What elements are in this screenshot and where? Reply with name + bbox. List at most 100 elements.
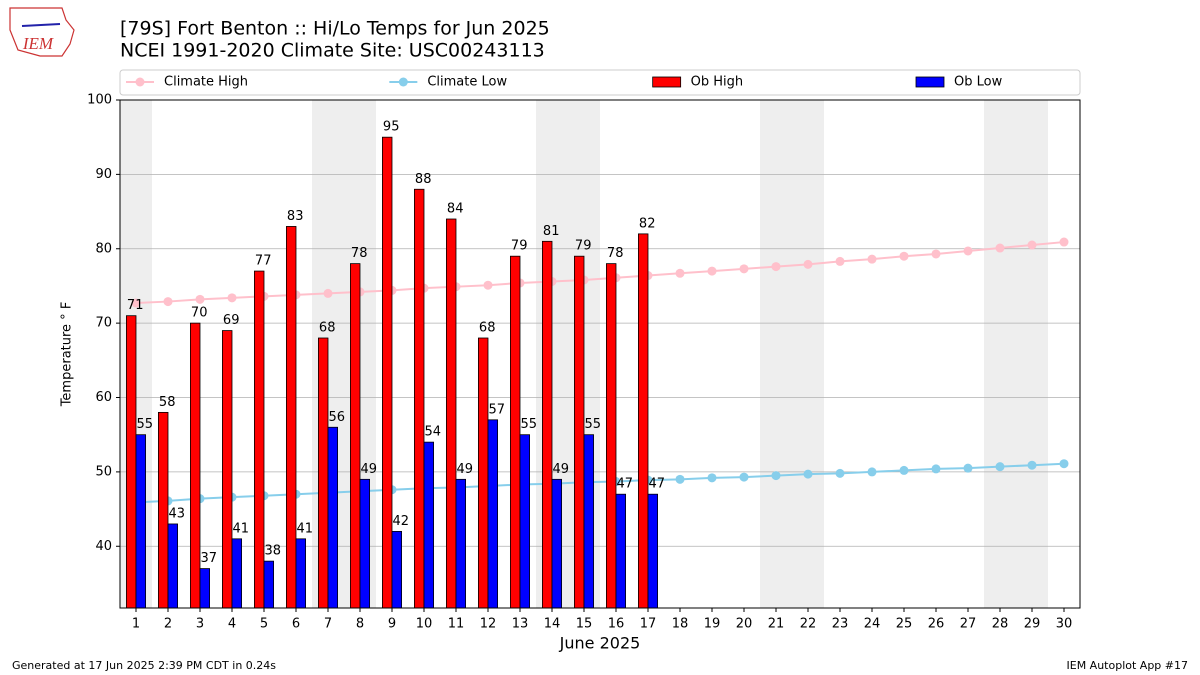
bar-value-label: 68 xyxy=(479,321,496,336)
line-marker xyxy=(739,264,749,274)
logo-outline xyxy=(9,7,75,57)
legend-marker xyxy=(398,77,408,87)
x-tick-label: 16 xyxy=(608,617,625,632)
bar xyxy=(167,523,179,609)
bar xyxy=(647,493,659,609)
x-axis-label: June 2025 xyxy=(559,634,641,653)
x-tick-label: 25 xyxy=(896,617,913,632)
bar-value-label: 42 xyxy=(393,514,410,529)
x-tick-label: 1 xyxy=(132,617,140,632)
bar-value-label: 71 xyxy=(127,298,144,313)
weekend-band xyxy=(760,100,792,608)
logo-text: IEM xyxy=(22,34,54,53)
legend-swatch xyxy=(915,76,945,88)
line-marker xyxy=(931,464,941,474)
bar-value-label: 49 xyxy=(457,462,474,477)
line-marker xyxy=(227,293,237,303)
y-tick-label: 50 xyxy=(95,464,112,479)
bar xyxy=(285,226,297,609)
x-tick-label: 29 xyxy=(1024,617,1041,632)
x-tick-label: 23 xyxy=(832,617,849,632)
x-tick-label: 24 xyxy=(864,617,881,632)
line-marker xyxy=(131,298,141,308)
bar-value-label: 49 xyxy=(361,462,378,477)
bar-value-label: 95 xyxy=(383,120,400,135)
bar-value-label: 56 xyxy=(329,410,346,425)
bar-value-label: 69 xyxy=(223,313,240,328)
line-marker xyxy=(835,256,845,266)
x-tick-label: 7 xyxy=(324,617,332,632)
x-tick-label: 4 xyxy=(228,617,236,632)
bar xyxy=(359,478,371,609)
bar xyxy=(391,530,403,609)
line-marker xyxy=(1027,460,1037,470)
y-tick-label: 80 xyxy=(95,241,112,256)
bar xyxy=(583,434,595,609)
x-tick-label: 9 xyxy=(388,617,396,632)
line-marker xyxy=(899,251,909,261)
bar xyxy=(349,263,361,609)
line-marker xyxy=(995,462,1005,472)
x-tick-label: 20 xyxy=(736,617,753,632)
line-marker xyxy=(803,469,813,479)
bar xyxy=(455,478,467,609)
bar-value-label: 81 xyxy=(543,224,560,239)
footer-left: Generated at 17 Jun 2025 2:39 PM CDT in … xyxy=(12,659,276,672)
line-marker xyxy=(163,297,173,307)
bar xyxy=(381,136,393,609)
bar-value-label: 70 xyxy=(191,306,208,321)
x-tick-label: 8 xyxy=(356,617,364,632)
x-tick-label: 19 xyxy=(704,617,721,632)
bar xyxy=(295,538,307,609)
bar xyxy=(615,493,627,609)
bar-value-label: 55 xyxy=(521,417,538,432)
x-tick-label: 3 xyxy=(196,617,204,632)
bar-value-label: 41 xyxy=(233,521,250,536)
bar-value-label: 55 xyxy=(137,417,154,432)
x-tick-label: 2 xyxy=(164,617,172,632)
y-tick-label: 70 xyxy=(95,316,112,331)
bar-value-label: 47 xyxy=(649,477,666,492)
x-tick-label: 26 xyxy=(928,617,945,632)
weekend-band xyxy=(1016,100,1048,608)
bar xyxy=(135,434,147,609)
y-tick-label: 60 xyxy=(95,390,112,405)
line-marker xyxy=(867,254,877,264)
x-tick-label: 6 xyxy=(292,617,300,632)
legend-marker xyxy=(135,77,145,87)
x-tick-label: 27 xyxy=(960,617,977,632)
legend-box xyxy=(119,69,1081,96)
x-tick-label: 11 xyxy=(448,617,465,632)
bar-value-label: 78 xyxy=(607,246,624,261)
bar xyxy=(413,188,425,609)
line-marker xyxy=(931,249,941,259)
bar xyxy=(574,255,585,609)
bar-value-label: 49 xyxy=(553,462,570,477)
bar-value-label: 84 xyxy=(447,202,464,217)
line-marker xyxy=(707,473,717,483)
bar-value-label: 43 xyxy=(169,506,186,521)
bar-value-label: 68 xyxy=(319,321,336,336)
line-marker xyxy=(739,472,749,482)
bar-value-label: 88 xyxy=(415,172,432,187)
logo-bar xyxy=(21,23,61,27)
x-tick-label: 21 xyxy=(768,617,785,632)
bar xyxy=(477,337,489,609)
x-tick-label: 18 xyxy=(672,617,689,632)
bar-value-label: 47 xyxy=(617,477,634,492)
bar-value-label: 38 xyxy=(265,544,282,559)
weekend-band xyxy=(792,100,824,608)
line-marker xyxy=(675,268,685,278)
bar-value-label: 83 xyxy=(287,209,304,224)
line-marker xyxy=(835,468,845,478)
weekend-band xyxy=(984,100,1016,608)
bar xyxy=(487,419,499,609)
bar-value-label: 79 xyxy=(575,239,592,254)
chart-title: [79S] Fort Benton :: Hi/Lo Temps for Jun… xyxy=(120,18,550,40)
x-tick-label: 22 xyxy=(800,617,817,632)
legend-label: Ob High xyxy=(691,75,744,90)
bar xyxy=(606,263,617,609)
legend-swatch xyxy=(652,76,682,88)
line-marker xyxy=(771,471,781,481)
